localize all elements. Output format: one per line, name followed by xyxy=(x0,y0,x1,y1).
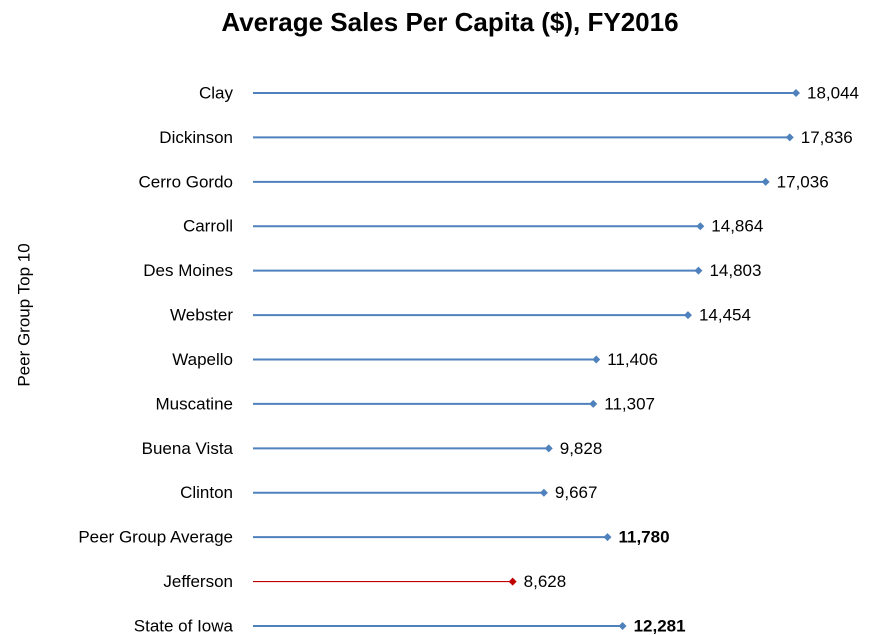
y-axis-label: Peer Group Top 10 xyxy=(14,243,33,386)
marker xyxy=(761,177,770,186)
marker xyxy=(603,533,612,542)
category-label: Peer Group Average xyxy=(78,528,233,547)
marker xyxy=(592,355,601,364)
category-label: Clinton xyxy=(180,483,233,502)
value-label: 17,036 xyxy=(777,172,829,191)
marker xyxy=(589,399,598,408)
category-label: Cerro Gordo xyxy=(139,172,233,191)
category-label: Muscatine xyxy=(156,394,233,413)
value-label: 14,803 xyxy=(709,261,761,280)
value-label: 8,628 xyxy=(524,572,567,591)
value-label: 18,044 xyxy=(807,83,859,102)
marker xyxy=(539,488,548,497)
value-label: 11,406 xyxy=(607,350,658,369)
marker xyxy=(544,444,553,453)
value-label: 14,454 xyxy=(699,306,751,325)
category-label: State of Iowa xyxy=(134,616,234,635)
value-label: 9,828 xyxy=(560,439,603,458)
category-label: Clay xyxy=(199,83,234,102)
marker xyxy=(785,133,794,142)
chart-title: Average Sales Per Capita ($), FY2016 xyxy=(221,7,678,37)
value-label: 12,281 xyxy=(634,616,686,635)
marker xyxy=(792,89,800,97)
marker xyxy=(696,222,705,231)
value-label: 14,864 xyxy=(711,217,763,236)
category-label: Des Moines xyxy=(143,261,233,280)
category-label: Wapello xyxy=(172,350,233,369)
category-label: Jefferson xyxy=(163,572,233,591)
marker xyxy=(683,311,692,320)
category-label: Dickinson xyxy=(159,128,233,147)
marker xyxy=(508,577,517,586)
value-label: 17,836 xyxy=(801,128,853,147)
value-label: 9,667 xyxy=(555,483,598,502)
value-label: 11,307 xyxy=(604,394,655,413)
category-label: Carroll xyxy=(183,217,233,236)
value-label: 11,780 xyxy=(618,528,669,547)
category-label: Webster xyxy=(170,306,233,325)
category-label: Buena Vista xyxy=(142,439,234,458)
marker xyxy=(618,622,627,630)
marker xyxy=(694,266,703,275)
